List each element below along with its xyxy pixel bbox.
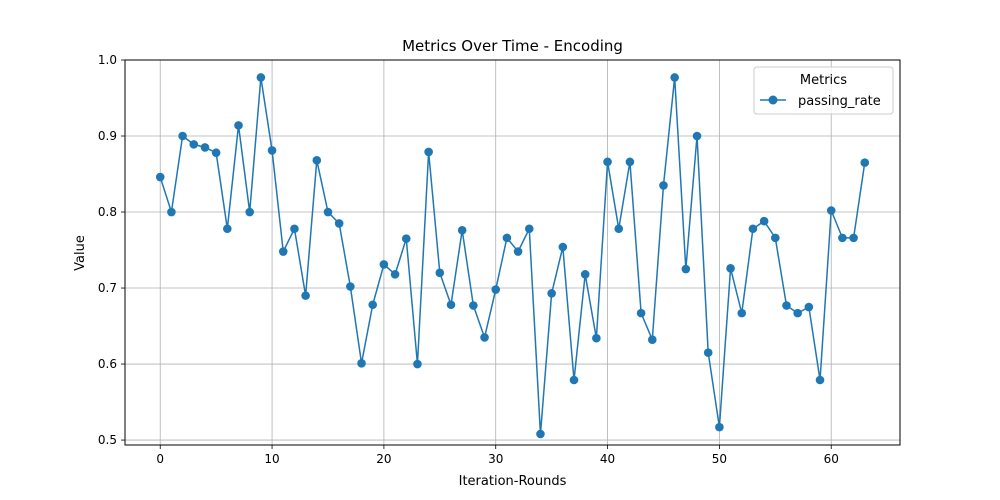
y-tick-label: 0.5 — [98, 433, 117, 447]
data-point — [659, 181, 668, 190]
data-point — [703, 348, 713, 357]
x-axis: 0 10 20 30 40 50 60 — [156, 445, 839, 466]
data-point — [804, 302, 814, 312]
legend: Metrics passing_rate — [753, 66, 894, 115]
y-tick-label: 0.9 — [98, 129, 117, 143]
x-tick-label: 0 — [156, 452, 164, 466]
data-point — [748, 224, 758, 234]
data-point — [167, 207, 176, 217]
x-tick-label: 60 — [824, 452, 839, 466]
plot-frame — [124, 59, 901, 446]
data-point — [536, 429, 545, 439]
chart-title: Metrics Over Time - Encoding — [402, 37, 623, 55]
legend-marker-swatch — [768, 95, 778, 105]
data-point — [211, 148, 221, 158]
x-tick-label: 40 — [600, 452, 615, 466]
data-point — [580, 270, 590, 279]
data-point — [670, 73, 679, 82]
data-point — [491, 285, 501, 294]
data-point — [636, 308, 646, 318]
data-point — [155, 172, 165, 182]
data-point — [681, 264, 691, 274]
data-point — [614, 224, 624, 234]
data-point — [480, 333, 489, 342]
data-point — [223, 224, 232, 234]
data-point — [502, 233, 512, 243]
data-point — [357, 358, 366, 368]
x-tick-label: 10 — [264, 452, 279, 466]
data-point — [860, 158, 870, 167]
data-point — [334, 219, 344, 228]
data-point — [368, 300, 378, 310]
data-point — [603, 157, 612, 167]
data-point — [558, 242, 568, 252]
data-point — [838, 233, 847, 243]
data-point — [379, 260, 389, 269]
data-point — [569, 375, 579, 385]
data-point — [401, 234, 411, 243]
x-tick-label: 20 — [376, 452, 391, 466]
data-point — [178, 131, 187, 141]
x-tick-label: 50 — [712, 452, 727, 466]
data-point — [849, 233, 858, 243]
data-point — [547, 289, 556, 298]
data-point — [647, 335, 657, 345]
plot-area — [125, 60, 900, 445]
data-point — [189, 140, 199, 149]
data-point — [793, 308, 802, 318]
data-point — [424, 147, 433, 157]
data-point — [323, 207, 333, 217]
grid-lines — [125, 59, 900, 445]
legend-title: Metrics — [800, 73, 847, 88]
data-point — [592, 333, 601, 343]
data-point — [726, 263, 735, 273]
data-point — [715, 422, 724, 432]
data-point — [346, 282, 355, 291]
series-line-passing_rate — [159, 76, 866, 435]
data-point — [782, 301, 791, 310]
data-point — [200, 143, 210, 152]
data-point — [815, 375, 825, 385]
data-point — [469, 301, 478, 310]
data-point — [771, 233, 780, 243]
data-point — [256, 73, 266, 82]
data-point — [301, 291, 310, 300]
y-tick-label: 0.6 — [98, 357, 117, 371]
data-point — [312, 156, 322, 165]
series-layer — [155, 73, 870, 439]
y-axis-label: Value — [73, 235, 88, 271]
data-point — [457, 225, 467, 235]
data-point — [513, 247, 523, 256]
data-point — [446, 300, 456, 310]
data-point — [234, 121, 243, 130]
y-tick-label: 1.0 — [98, 53, 117, 67]
data-point — [413, 359, 422, 369]
data-point — [267, 146, 277, 155]
data-point — [737, 308, 747, 318]
data-point — [278, 247, 288, 256]
x-axis-label: Iteration-Rounds — [459, 474, 567, 489]
data-point — [692, 131, 702, 141]
data-point — [759, 216, 769, 226]
data-point — [390, 270, 400, 279]
data-point — [245, 207, 254, 217]
x-tick-label: 30 — [488, 452, 503, 466]
data-point — [290, 224, 299, 234]
y-axis: 0.5 0.6 0.7 0.8 0.9 1.0 — [98, 53, 125, 447]
data-point — [826, 206, 836, 215]
legend-label-passing-rate: passing_rate — [798, 94, 881, 109]
data-point — [435, 268, 445, 278]
y-tick-label: 0.7 — [98, 281, 117, 295]
y-tick-label: 0.8 — [98, 205, 117, 219]
legend-box — [753, 66, 894, 115]
data-point — [524, 224, 534, 234]
data-point — [625, 157, 635, 167]
